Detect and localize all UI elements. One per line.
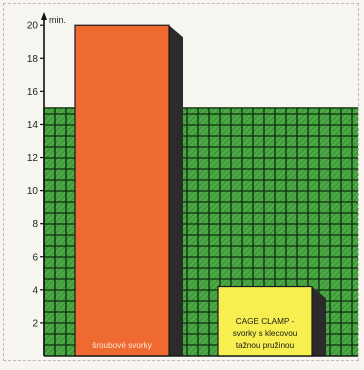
y-axis-label: min. [49,15,66,25]
y-tick-label: 14 [27,120,39,131]
bar-label: tažnou pružinou [236,341,295,350]
y-tick-label: 6 [32,252,38,263]
bar-label: šroubové svorky [92,341,153,350]
y-tick-label: 4 [32,285,38,296]
bar-shadow [169,25,183,356]
y-tick-label: 12 [27,153,39,164]
bar-label: CAGE CLAMP - [236,317,295,326]
bar [217,285,313,357]
bar-shadow [312,286,326,356]
y-tick-label: 10 [27,186,39,197]
bar-label: svorky s klecovou [233,329,298,338]
bar [74,24,170,357]
y-axis-arrow [41,12,47,20]
y-tick-label: 2 [32,318,38,329]
y-tick-label: 8 [32,219,38,230]
y-tick-label: 18 [27,54,39,65]
y-tick-label: 20 [27,21,39,32]
y-tick-label: 16 [27,87,39,98]
